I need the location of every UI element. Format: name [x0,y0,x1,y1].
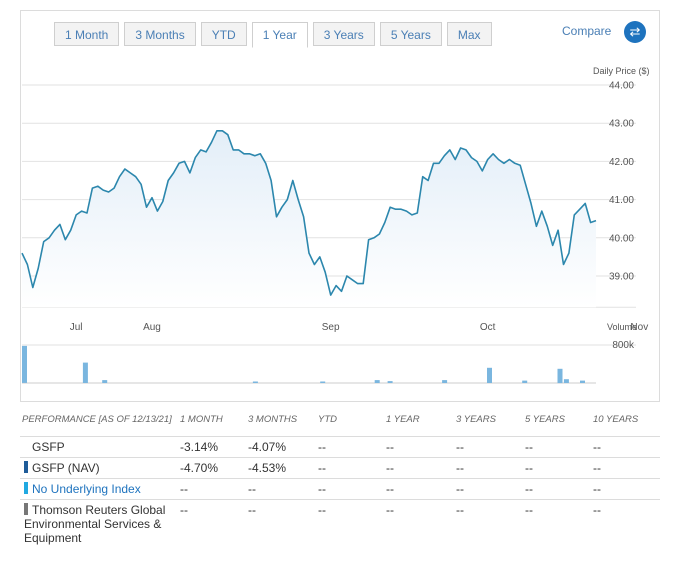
price-area [22,130,596,308]
perf-cell: -- [316,498,384,548]
table-row: GSFP (NAV) -4.70% -4.53% -- -- -- -- -- [20,456,660,478]
tab-3-months[interactable]: 3 Months [124,22,196,46]
y-tick-label: 44.00 [609,81,634,92]
perf-header-10-years: 10 YEARS [593,414,639,425]
table-row: Thomson Reuters Global Environmental Ser… [20,498,660,548]
perf-cell: -- [454,456,523,478]
series-swatch [24,440,28,452]
y-axis-title: Daily Price ($) [593,66,650,76]
y-tick-label: 42.00 [609,157,634,168]
volume-tick-label: 800k [612,340,635,351]
perf-cell: -- [454,498,523,548]
perf-header-title: PERFORMANCE [as of 12/13/21] [22,414,172,425]
performance-table: PERFORMANCE [as of 12/13/21] 1 MONTH 3 M… [20,408,660,548]
volume-bar [320,381,326,383]
series-swatch [24,481,28,494]
perf-header-1-month: 1 MONTH [180,414,223,425]
volume-bar [563,379,569,383]
x-tick-label: Oct [480,322,496,333]
perf-cell: -- [246,477,316,499]
x-tick-label: Nov [630,322,648,333]
x-tick-label: Sep [322,322,340,333]
price-chart: 44.00 43.00 42.00 41.00 40.00 39.00 Jul Aug Sep O… [21,81,648,384]
perf-cell: -- [316,477,384,499]
perf-cell: -- [523,456,591,478]
table-row: GSFP -3.14% -4.07% -- -- -- -- -- [20,435,660,457]
perf-cell: -4.53% [246,456,316,478]
volume-bar [522,380,528,383]
x-tick-label: Aug [143,322,161,333]
y-tick-label: 41.00 [609,195,634,206]
volume-bar [580,380,585,383]
perf-row-name: GSFP [20,435,178,457]
perf-header-5-years: 5 YEARS [525,414,565,425]
perf-cell: -- [454,477,523,499]
perf-header-ytd: YTD [318,414,337,425]
volume-bar [102,380,108,383]
volume-bar [487,367,492,383]
perf-cell: -- [384,456,454,478]
perf-row-label: GSFP [32,439,65,454]
perf-header-3-months: 3 MONTHS [248,414,298,425]
perf-cell: -- [523,498,591,548]
volume-axis-title: Volume [607,322,638,332]
perf-cell: -- [316,456,384,478]
perf-cell: -- [523,435,591,457]
series-swatch [24,460,28,473]
perf-cell: -- [316,435,384,457]
y-tick-label: 40.00 [609,233,634,244]
tab-1-month[interactable]: 1 Month [54,22,120,46]
perf-cell: -- [591,498,660,548]
perf-cell: -- [384,435,454,457]
perf-cell: -- [246,498,316,548]
table-row: No Underlying Index -- -- -- -- -- -- -- [20,477,660,499]
perf-cell: -- [591,456,660,478]
y-tick-label: 39.00 [609,272,634,283]
tab-5-years[interactable]: 5 Years [379,22,442,46]
perf-row-label[interactable]: No Underlying Index [32,481,141,496]
perf-cell: -- [178,477,246,499]
tab-max[interactable]: Max [446,22,492,46]
volume-bar [82,362,88,383]
tab-3-years[interactable]: 3 Years [312,22,375,46]
volume-bar [22,345,27,383]
volume-bar [252,381,258,383]
volume-bar [442,380,448,383]
volume-bar [387,381,393,383]
perf-row-name[interactable]: No Underlying Index [20,477,178,499]
y-tick-label: 43.00 [609,119,634,130]
perf-cell: -4.70% [178,456,246,478]
swap-arrows-icon[interactable]: ⇄ [624,21,646,43]
tab-ytd[interactable]: YTD [200,22,247,46]
perf-header-3-years: 3 YEARS [456,414,496,425]
perf-cell: -- [591,477,660,499]
perf-row-label: GSFP (NAV) [32,460,100,475]
perf-cell: -- [178,498,246,548]
perf-cell: -- [523,477,591,499]
perf-cell: -- [384,498,454,548]
volume-bar [557,368,563,384]
perf-cell: -4.07% [246,435,316,457]
compare-link[interactable]: Compare [562,24,612,38]
perf-row-label: Thomson Reuters Global Environmental Ser… [24,502,166,545]
tab-1-year[interactable]: 1 Year [251,22,308,48]
perf-cell: -- [591,435,660,457]
volume-bar [374,380,380,383]
price-line [21,130,597,296]
perf-cell: -- [454,435,523,457]
chart-frame [20,10,660,402]
series-swatch [24,502,28,515]
perf-header-1-year: 1 YEAR [386,414,420,425]
perf-cell: -3.14% [178,435,246,457]
perf-cell: -- [384,477,454,499]
perf-row-name: GSFP (NAV) [20,456,178,478]
x-tick-label: Jul [70,322,83,333]
perf-row-name: Thomson Reuters Global Environmental Ser… [20,498,178,548]
range-tabs: 1 Month 3 Months YTD 1 Year 3 Years 5 Ye… [54,22,492,48]
